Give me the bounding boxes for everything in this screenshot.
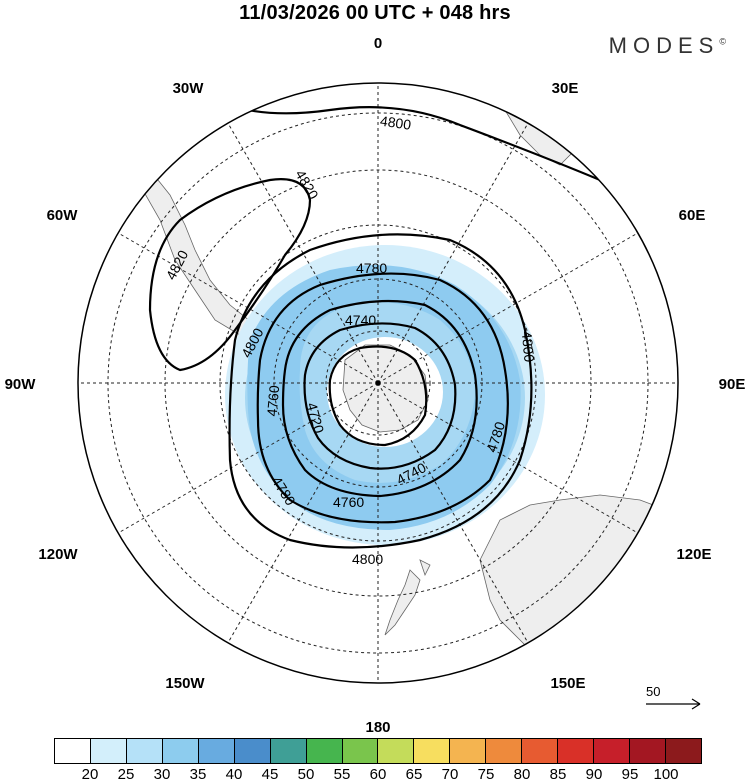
meridian-line — [377, 122, 529, 384]
contour-labels: 4800 4820 4820 4780 4740 4800 4800 4760 … — [163, 113, 538, 567]
colorbar-tick-label: 20 — [81, 766, 99, 783]
copyright-mark: © — [719, 36, 726, 47]
longitude-labels: 0 30W 30E 60W 60E 90W 90E 120W 120E 150W… — [5, 35, 746, 735]
colorbar-swatch — [665, 739, 701, 763]
colorbar-swatch — [342, 739, 379, 763]
australia-land — [479, 494, 678, 683]
colorbar-tick-label: 45 — [261, 766, 279, 783]
colorbar-swatch — [558, 739, 595, 763]
map-boundary — [77, 82, 679, 684]
lon-label: 180 — [365, 719, 390, 735]
contour-4800-north — [214, 98, 666, 223]
contour-label: 4780 — [356, 260, 387, 276]
contour-4760 — [281, 299, 478, 498]
antarctica-core — [342, 344, 429, 433]
meridian-line — [377, 382, 529, 644]
contour-label: 4720 — [304, 401, 328, 435]
contour-label: 4820 — [292, 167, 322, 202]
colorbar-tick-label: 95 — [621, 766, 639, 783]
meridian-line — [117, 382, 379, 534]
new-zealand-land — [384, 559, 431, 636]
lon-label: 90W — [5, 376, 37, 393]
contour-label: 4800 — [519, 330, 538, 363]
colorbar-swatch — [90, 739, 127, 763]
colorbar-labels: 20 25 30 35 40 45 50 55 60 65 70 75 80 85 90 95 100 — [54, 766, 702, 783]
contour-4800-main — [228, 233, 533, 549]
lon-label: 0 — [374, 35, 382, 52]
map-title: 11/03/2026 00 UTC + 048 hrs — [239, 2, 511, 24]
pole-marker — [375, 380, 381, 386]
contour-4780 — [256, 272, 509, 524]
lat-circle-1 — [325, 330, 431, 436]
meridian-lines — [78, 83, 678, 683]
meridian-line — [377, 382, 639, 534]
meridian-line — [377, 232, 639, 384]
wind-shade-strong — [247, 265, 521, 530]
colorbar-swatch — [162, 739, 199, 763]
colorbar-tick-label: 65 — [405, 766, 423, 783]
colorbar-tick-label: 75 — [477, 766, 495, 783]
colorbar-tick-label: 85 — [549, 766, 567, 783]
height-contours — [148, 98, 666, 549]
contour-label: 4760 — [264, 384, 283, 417]
colorbar-swatch — [55, 739, 91, 763]
colorbar-tick-label: 40 — [225, 766, 243, 783]
reference-vector — [646, 698, 701, 710]
colorbar-tick-label: 35 — [189, 766, 207, 783]
lon-label: 60E — [679, 207, 706, 224]
colorbar-tick-label: 70 — [441, 766, 459, 783]
contour-label: 4800 — [352, 551, 383, 567]
lon-label: 150W — [165, 675, 205, 692]
colorbar-tick-label: 100 — [653, 766, 679, 783]
colorbar-tick-label: 80 — [513, 766, 531, 783]
colorbar-tick-label: 30 — [153, 766, 171, 783]
colorbar-tick-label: 50 — [297, 766, 315, 783]
reference-vector-label: 50 — [646, 684, 661, 699]
colorbar-swatch — [486, 739, 523, 763]
colorbar-tick-label: 90 — [585, 766, 603, 783]
colorbar-swatch — [198, 739, 235, 763]
colorbar-tick-label: 25 — [117, 766, 135, 783]
contour-4740 — [303, 322, 457, 470]
colorbar-swatch — [450, 739, 487, 763]
colorbar-swatch — [594, 739, 630, 763]
brand-text: MODES — [608, 33, 720, 58]
contour-label: 4760 — [333, 494, 364, 510]
lon-label: 120W — [38, 546, 78, 563]
lon-label: 150E — [550, 675, 585, 692]
meridian-line — [227, 382, 379, 644]
contour-4720 — [328, 345, 428, 447]
reference-arrow-head-icon — [691, 698, 701, 710]
colorbar-swatch — [522, 739, 559, 763]
modes-logo: MODES© — [609, 33, 726, 59]
polar-map: 4800 4820 4820 4780 4740 4800 4800 4760 … — [5, 35, 746, 735]
colorbar-swatch — [234, 739, 271, 763]
colorbar-swatch — [306, 739, 343, 763]
colorbar-tick-label: 60 — [369, 766, 387, 783]
lon-label: 30E — [552, 80, 579, 97]
colorbar-tick-label: 55 — [333, 766, 351, 783]
colorbar-swatch — [630, 739, 666, 763]
meridian-line — [227, 122, 379, 384]
contour-label: 4740 — [345, 312, 376, 328]
lon-label: 30W — [173, 80, 205, 97]
colorbar-swatch — [270, 739, 307, 763]
meridian-line — [117, 232, 379, 384]
colorbar-swatch — [378, 739, 415, 763]
lon-label: 120E — [676, 546, 711, 563]
colorbar-swatch — [126, 739, 163, 763]
lon-label: 60W — [47, 207, 79, 224]
colorbar-swatch — [414, 739, 451, 763]
colorbar — [54, 738, 702, 764]
contour-label: 4800 — [379, 113, 412, 133]
lon-label: 90E — [719, 376, 746, 393]
contour-4820 — [148, 178, 312, 372]
